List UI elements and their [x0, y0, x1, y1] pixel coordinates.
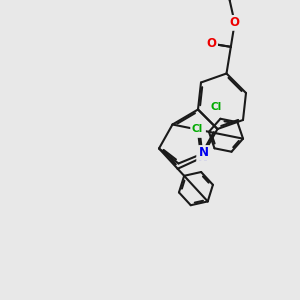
- Text: O: O: [207, 37, 217, 50]
- Text: Cl: Cl: [191, 124, 203, 134]
- Text: N: N: [194, 123, 205, 136]
- Text: N: N: [199, 146, 209, 160]
- Text: Cl: Cl: [211, 102, 222, 112]
- Text: N: N: [198, 151, 208, 164]
- Text: O: O: [230, 16, 240, 29]
